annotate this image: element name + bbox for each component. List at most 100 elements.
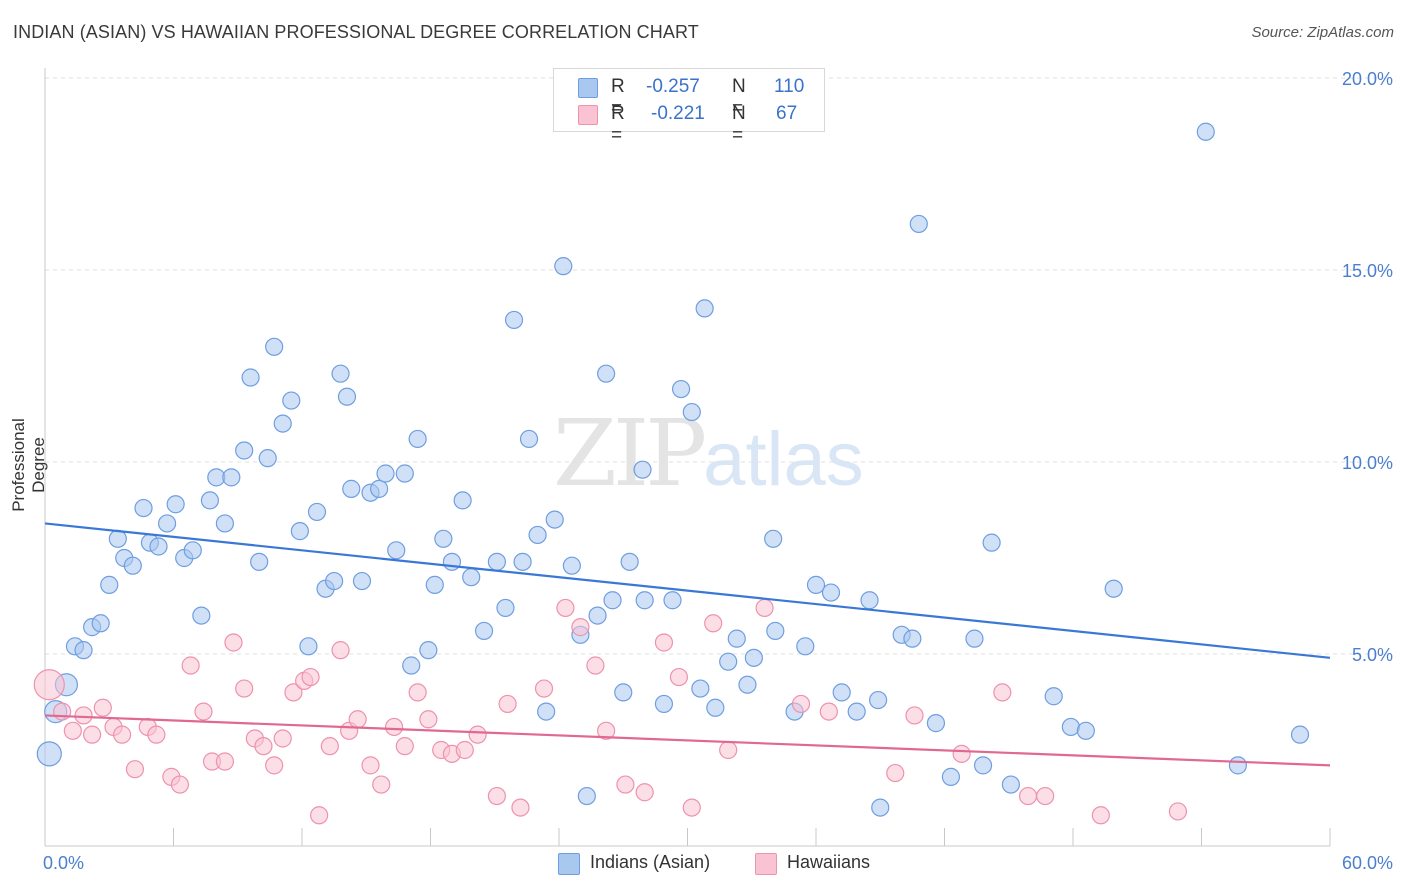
indian-point [633,460,652,479]
indian-point [982,533,1001,552]
indian-point [370,479,389,498]
hawaiian-point [215,752,234,771]
hawaiian-point [1018,786,1038,806]
indian-trend-line [44,522,1331,659]
indian-point [434,529,453,548]
indian-point [821,583,841,602]
indian-point [241,368,260,387]
indian-point [691,679,710,698]
indian-point [496,598,515,618]
indian-point [832,683,851,702]
indian-point [738,675,757,694]
indian-point [258,449,277,468]
indian-point [545,510,564,529]
legend-n-label: N = [732,103,746,146]
hawaiian-point [147,725,166,744]
hawaiian-point [310,806,329,825]
hawaiian-point [571,618,590,637]
legend-n-label: N = [732,76,746,119]
hawaiian-point [301,667,320,687]
hawaiian-trend-line [44,714,1331,767]
watermark-zip: ZIP [553,400,707,507]
indian-point [806,575,826,594]
hawaiian-point [1168,802,1188,821]
hawaiian-point [993,683,1012,702]
indian-point [588,606,607,625]
hawaiian-point [235,679,254,698]
hawaiian-point [1036,786,1055,806]
indian-point [1290,725,1310,744]
hawaiian-point [704,614,723,633]
indian-point [299,637,318,656]
indian-point [149,537,168,556]
indian-point [157,514,177,533]
indian-point [695,299,714,318]
hawaiian-point [170,775,190,794]
indian-point [342,479,361,498]
x-tick-label: 60.0% [1342,853,1393,873]
hawaiian-point [669,667,689,687]
bottom-legend-label: Indians (Asian) [590,852,711,872]
hawaiian-point [194,702,213,721]
indian-point [387,541,406,560]
indian-point [442,552,462,571]
hawaiian-point [74,706,93,725]
hawaiian-point [791,694,811,714]
indian-point [1076,721,1095,740]
hawaiian-point [125,760,145,779]
hawaiian-point [905,706,924,725]
hawaiian-point [586,656,605,675]
watermark: ZIPatlas [553,400,864,507]
legend-r-label: R = [611,103,625,146]
indian-point [847,702,866,721]
hawaiian-point [886,763,905,783]
indian-point [871,798,890,817]
hawaiian-point [254,737,273,756]
y-axis-label: Professional Degree [9,418,48,512]
hawaiian-point [682,798,701,817]
source-label: Source: ZipAtlas.com [1251,24,1394,41]
hawaiian-point [755,598,774,618]
indian-point [965,629,984,648]
y-tick-label: 10.0% [1342,453,1393,473]
hawaiian-point [331,641,350,660]
legend-swatch-hawaiians [578,105,598,125]
indian-point [250,552,269,571]
hawaiian-point [654,633,674,652]
hawaiian-point [556,598,575,618]
hawaiian-point [320,737,339,756]
indian-point [513,552,532,571]
indian-point [273,414,292,433]
hawaiian-point [63,721,82,740]
indian-point [215,514,234,533]
indian-point [766,621,785,641]
legend-n-value: 67 [776,103,798,124]
indian-point [474,621,494,641]
hawaiian-point [635,783,654,802]
indian-point [123,556,142,575]
legend-r-value: -0.257 [646,76,700,97]
hawaiian-point [83,725,102,744]
indian-point [764,529,783,548]
indian-point [307,502,327,522]
indian-point [706,698,725,717]
indian-point [528,525,547,545]
hawaiian-point [33,669,65,701]
indian-point [282,391,301,410]
indian-point [597,364,616,383]
hawaiian-point [93,698,112,717]
indian-point [719,652,738,671]
hawaiian-point [498,694,517,714]
y-tick-label: 15.0% [1342,261,1393,281]
indian-point [682,402,701,422]
hawaiian-point [395,737,414,756]
indian-point [663,591,682,610]
bottom-legend-swatch-hawaiians [755,853,777,875]
hawaiian-point [487,786,506,806]
bottom-legend-swatch-indians [558,853,580,875]
hawaiian-point [819,702,838,721]
indian-point [796,637,815,656]
indian-point [1001,775,1020,794]
hawaiian-point [408,683,427,702]
indian-point [290,522,309,541]
